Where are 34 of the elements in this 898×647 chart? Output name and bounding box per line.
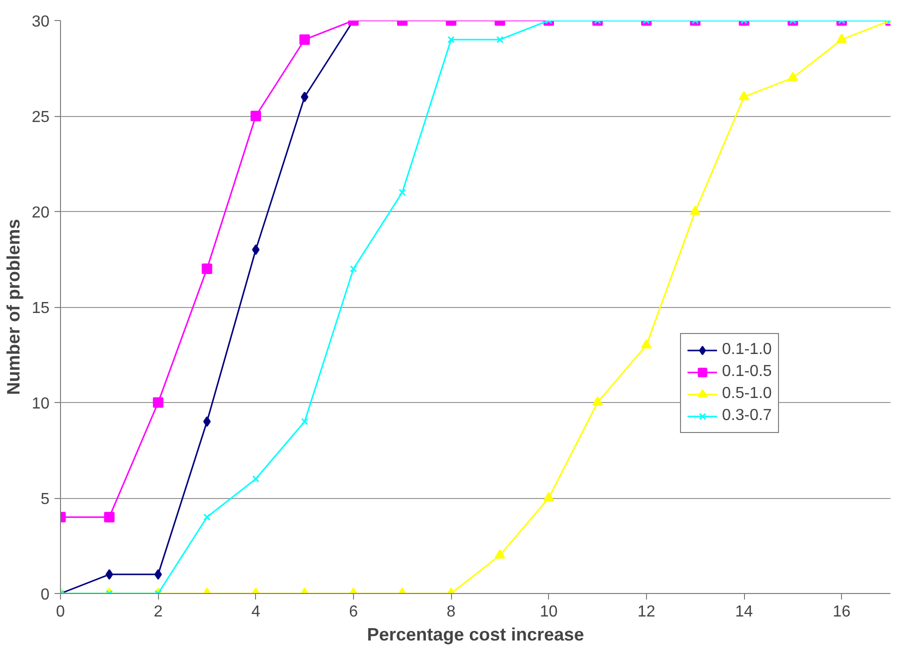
x-tick-label: 14 [735, 604, 754, 620]
y-tick-label: 20 [32, 204, 50, 222]
point [252, 244, 260, 255]
x-tick-label: 2 [154, 604, 163, 620]
y-tick-label: 30 [32, 14, 50, 30]
point [494, 549, 506, 559]
point [301, 418, 308, 426]
point [398, 188, 406, 196]
point [543, 492, 554, 502]
x-tick-label: 12 [637, 604, 656, 620]
legend-label: 0.1-1.0 [722, 341, 772, 359]
x-axis-title: Percentage cost increase [366, 624, 584, 644]
y-tick-label: 0 [40, 586, 50, 604]
legend-label: 0.5-1.0 [722, 385, 772, 403]
y-tick-label: 10 [32, 396, 50, 412]
x-tick-label: 8 [446, 604, 456, 620]
y-tick-label: 25 [32, 109, 50, 126]
x-tick-label: 6 [348, 604, 358, 620]
point [252, 475, 260, 482]
point [641, 339, 652, 349]
x-tick-label: 4 [251, 604, 260, 620]
y-tick-label: 15 [32, 300, 50, 317]
legend-label: 0.1-0.5 [722, 363, 772, 381]
point [152, 397, 164, 408]
x-tick-label: 0 [56, 604, 66, 620]
point [203, 416, 211, 427]
y-axis-title: Number of problems [4, 218, 24, 396]
point [592, 396, 603, 406]
point [350, 265, 358, 272]
x-tick-label: 16 [832, 604, 851, 620]
legend-label: 0.3-0.7 [722, 407, 772, 425]
point [202, 264, 212, 274]
y-tick-label: 5 [40, 491, 50, 508]
x-tick-label: 10 [540, 604, 558, 620]
